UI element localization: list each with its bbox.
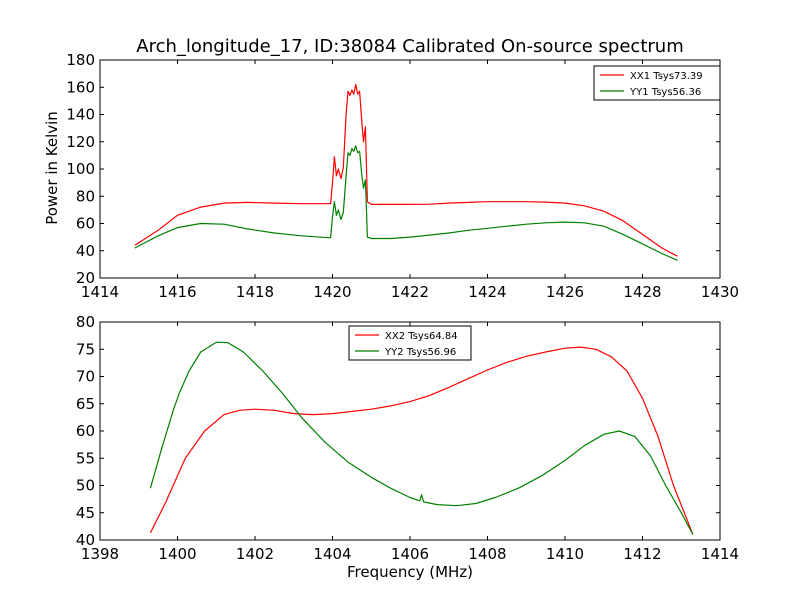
top-series-2-line [134, 145, 678, 261]
bottom-legend: XX2 Tsys64.84 YY2 Tsys56.96 [348, 325, 472, 361]
top-y-tick-label: 120 [66, 133, 95, 151]
bottom-legend-label-1: XX2 Tsys64.84 [385, 331, 458, 342]
bottom-y-tick-label: 70 [76, 368, 95, 386]
bottom-y-tick-label: 60 [76, 422, 95, 440]
bottom-x-tick-label: 1408 [468, 545, 506, 563]
top-legend-box [593, 65, 721, 101]
bottom-y-tick-label: 65 [76, 395, 95, 413]
top-y-tick-label: 80 [76, 187, 95, 205]
bottom-y-tick-label: 40 [76, 531, 95, 549]
top-y-tick-label: 100 [66, 160, 95, 178]
top-x-tick-label: 1422 [391, 283, 429, 301]
bottom-y-tick-label: 45 [76, 504, 95, 522]
top-x-tick-label: 1426 [546, 283, 584, 301]
bottom-x-tick-label: 1414 [701, 545, 739, 563]
bottom-x-tick-label: 1398 [81, 545, 119, 563]
top-x-tick-label: 1424 [468, 283, 506, 301]
bottom-x-tick-label: 1406 [391, 545, 429, 563]
top-series-1-line [134, 83, 678, 257]
top-legend-label-1: XX1 Tsys73.39 [630, 71, 703, 82]
top-x-tick-label: 1420 [313, 283, 351, 301]
top-x-tick-label: 1416 [158, 283, 196, 301]
bottom-series-1-line [149, 346, 694, 535]
bottom-x-tick-label: 1402 [236, 545, 274, 563]
top-legend: XX1 Tsys73.39 YY1 Tsys56.36 [593, 65, 721, 101]
bottom-x-tick-label: 1410 [546, 545, 584, 563]
y-axis-title: Power in Kelvin [43, 111, 61, 225]
top-x-tick-label: 1414 [81, 283, 119, 301]
top-legend-label-2: YY1 Tsys56.36 [629, 87, 701, 98]
bottom-x-tick-label: 1400 [158, 545, 196, 563]
bottom-series-2-line [149, 341, 694, 535]
bottom-x-tick-label: 1412 [623, 545, 661, 563]
top-y-tick-label: 60 [76, 215, 95, 233]
top-y-tick-label: 160 [66, 78, 95, 96]
bottom-y-tick-label: 80 [76, 313, 95, 331]
top-y-tick-label: 40 [76, 242, 95, 260]
bottom-spectrum-panel: 1398 1400 1402 1404 1406 1408 1410 1412 1414 40 45… [76, 313, 739, 563]
top-y-tick-label: 180 [66, 51, 95, 69]
bottom-x-tick-label: 1404 [313, 545, 351, 563]
bottom-y-tick-label: 75 [76, 340, 95, 358]
top-x-tick-label: 1418 [236, 283, 274, 301]
bottom-y-tick-label: 50 [76, 477, 95, 495]
top-y-tick-label: 140 [66, 106, 95, 124]
top-y-tick-label: 20 [76, 269, 95, 287]
bottom-y-tick-label: 55 [76, 449, 95, 467]
figure-title: Arch_longitude_17, ID:38084 Calibrated O… [136, 36, 683, 57]
top-x-tick-label: 1430 [701, 283, 739, 301]
bottom-legend-label-2: YY2 Tsys56.96 [384, 347, 456, 358]
top-spectrum-panel: 1414 1416 1418 1420 1422 1424 1426 1428 1430 20 40… [66, 51, 739, 301]
bottom-legend-box [348, 325, 472, 361]
x-axis-title: Frequency (MHz) [347, 563, 473, 581]
top-x-tick-label: 1428 [623, 283, 661, 301]
